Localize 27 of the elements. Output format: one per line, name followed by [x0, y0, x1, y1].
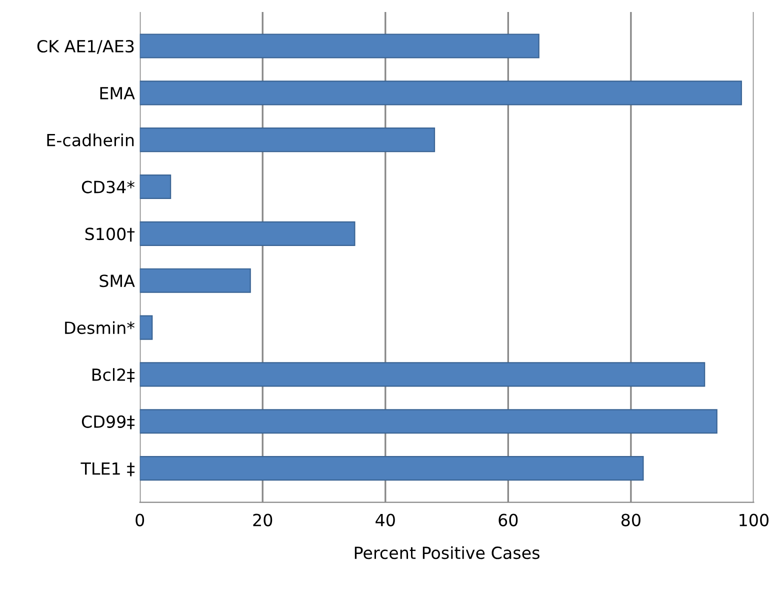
x-tick-label: 80 — [621, 514, 640, 526]
bar — [140, 362, 706, 387]
y-tick-label: CD99‡ — [82, 415, 135, 430]
y-tick-label: CD34* — [82, 180, 134, 194]
x-tick-label: 20 — [253, 514, 272, 526]
bar — [140, 80, 742, 106]
bar — [140, 34, 540, 58]
y-tick-label: SMA — [100, 274, 135, 288]
bar — [140, 456, 644, 481]
bar — [140, 409, 718, 434]
y-tick-label: EMA — [100, 87, 135, 100]
x-tick-label: 40 — [376, 514, 395, 526]
y-tick-label: CK AE1/AE3 — [37, 40, 134, 54]
bar — [140, 174, 172, 200]
x-tick-label: 60 — [498, 514, 518, 526]
x-tick-label: 100 — [740, 514, 768, 526]
bar — [140, 128, 436, 152]
y-tick-label: TLE1 ‡ — [80, 462, 135, 476]
y-tick-label: E-cadherin — [47, 133, 134, 146]
bar — [140, 221, 356, 246]
x-tick-label: 0 — [136, 514, 144, 526]
y-tick-label: Desmin* — [65, 321, 135, 334]
bar — [140, 315, 153, 340]
x-axis-title: Percent Positive Cases — [354, 546, 540, 560]
y-tick-label: Bcl2‡ — [92, 368, 135, 382]
bar — [140, 268, 251, 293]
y-tick-label: S100† — [85, 228, 135, 242]
